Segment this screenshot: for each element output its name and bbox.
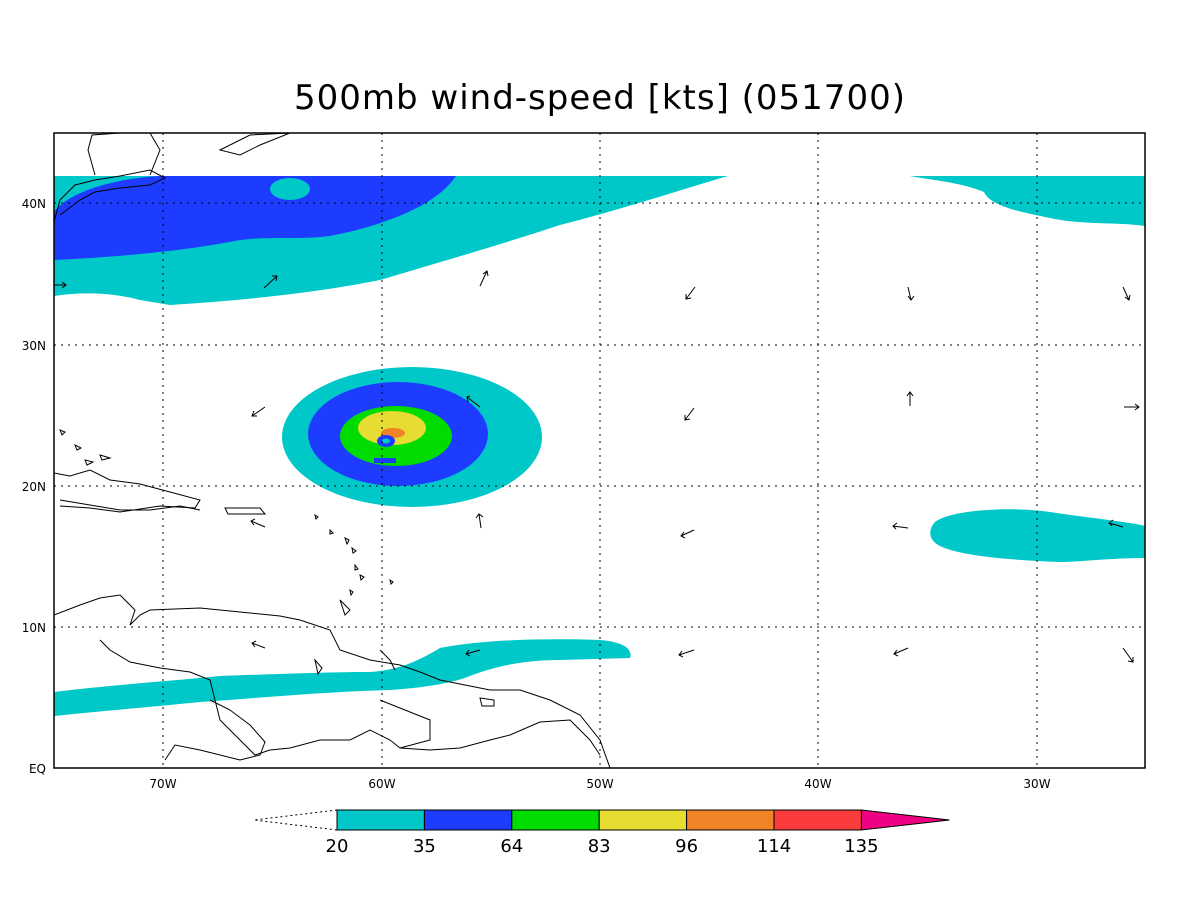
colorbar-swatch — [336, 809, 425, 831]
colorbar-over-arrow — [860, 809, 950, 831]
wind-vector — [475, 513, 484, 529]
y-tick-label: EQ — [29, 762, 46, 776]
gridlines — [54, 133, 1145, 768]
jet-band-northeast-20kt — [910, 176, 1145, 226]
hurricane-blue-patch — [374, 458, 396, 463]
wind-vector — [680, 529, 695, 539]
colorbar-swatch — [686, 809, 775, 831]
plot-frame — [53, 132, 1146, 769]
wind-vector — [893, 647, 909, 657]
wind-vector — [684, 407, 695, 421]
x-tick-label: 50W — [586, 777, 613, 791]
colorbar-level-label: 135 — [844, 836, 878, 857]
wind-vector — [1124, 403, 1140, 411]
colorbar-level-label: 64 — [500, 836, 523, 857]
wind-vector — [54, 281, 67, 289]
x-axis: 70W 60W 50W 40W 30W — [149, 777, 1050, 791]
hurricane-83kt — [358, 411, 426, 445]
y-tick-label: 30N — [22, 339, 46, 353]
x-tick-label: 40W — [804, 777, 831, 791]
coastlines — [54, 133, 611, 768]
x-tick-label: 60W — [368, 777, 395, 791]
map-title: 500mb wind-speed [kts] (051700) — [294, 78, 906, 118]
y-tick-label: 20N — [22, 480, 46, 494]
wind-vector — [465, 649, 481, 657]
colorbar-swatch — [511, 809, 600, 831]
wind-vector — [250, 518, 266, 528]
wind-vector — [907, 286, 915, 301]
wind-band-east-20kt — [930, 509, 1145, 562]
wind-vector — [479, 270, 489, 287]
colorbar: 20 35 64 83 96 114 135 — [253, 809, 950, 857]
wind-speed-field — [54, 176, 1145, 716]
y-tick-label: 10N — [22, 621, 46, 635]
colorbar-level-label: 83 — [588, 836, 611, 857]
wind-vector — [685, 286, 696, 300]
colorbar-level-label: 20 — [326, 836, 349, 857]
colorbar-swatch — [773, 809, 862, 831]
wind-vector — [1122, 647, 1134, 663]
wind-vector — [892, 522, 909, 530]
jet-cyan-spot — [270, 178, 310, 200]
wind-vector — [251, 406, 266, 417]
colorbar-swatch — [423, 809, 513, 831]
x-tick-label: 70W — [149, 777, 176, 791]
colorbar-level-label: 35 — [413, 836, 436, 857]
wind-band-south-20kt — [54, 639, 631, 716]
wind-vector — [678, 649, 695, 658]
y-axis: EQ 10N 20N 30N 40N — [22, 197, 46, 776]
colorbar-swatch — [598, 809, 688, 831]
colorbar-level-label: 114 — [757, 836, 791, 857]
colorbar-level-label: 96 — [675, 836, 698, 857]
wind-vector — [1108, 519, 1124, 528]
wind-vector — [263, 275, 278, 289]
colorbar-under-arrow — [253, 809, 338, 831]
small-islands — [59, 429, 394, 597]
jet-core-north-35kt — [54, 176, 456, 260]
wind-vector — [906, 391, 914, 406]
hurricane-eye — [382, 438, 390, 444]
wind-vectors — [54, 270, 1140, 663]
y-tick-label: 40N — [22, 197, 46, 211]
wind-vector — [466, 395, 481, 408]
wind-vector — [251, 640, 266, 649]
x-tick-label: 30W — [1023, 777, 1050, 791]
wind-vector — [1122, 286, 1131, 301]
